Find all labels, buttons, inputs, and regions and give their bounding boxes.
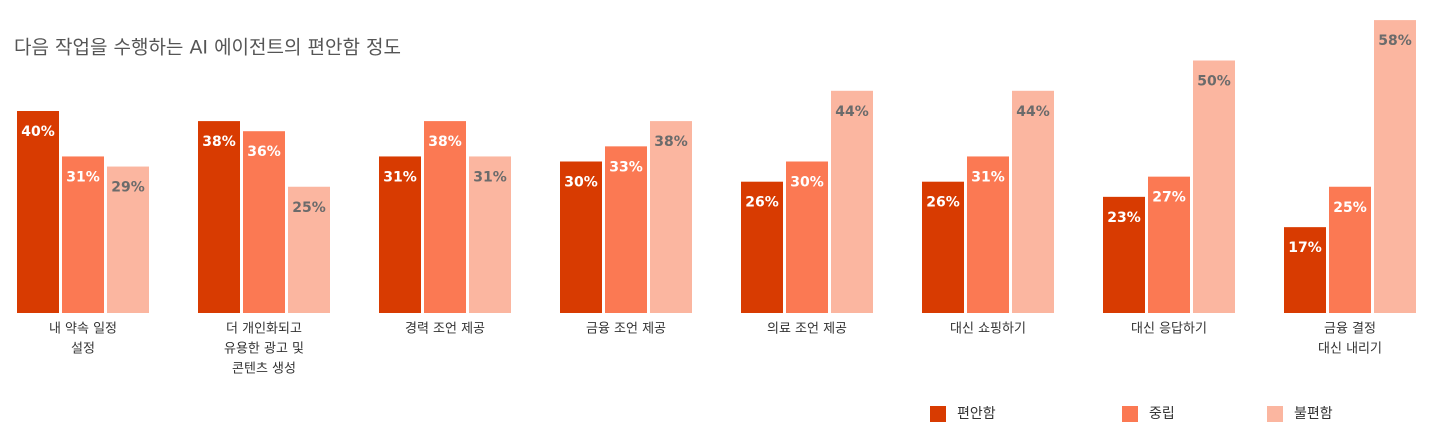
- bar: [560, 161, 602, 313]
- x-tick-label: 설정: [71, 342, 95, 357]
- value-label: 44%: [835, 104, 869, 120]
- value-label: 27%: [1152, 190, 1186, 206]
- value-label: 30%: [790, 175, 824, 191]
- value-label: 25%: [1333, 200, 1367, 216]
- x-tick-label: 경력 조언 제공: [405, 322, 485, 337]
- chart-title: 다음 작업을 수행하는 AI 에이전트의 편안함 정도: [14, 37, 401, 59]
- x-tick-label: 금융 조언 제공: [586, 322, 666, 337]
- bar: [62, 156, 104, 313]
- legend-label: 불편함: [1294, 406, 1333, 422]
- bar: [1148, 176, 1190, 313]
- value-label: 36%: [247, 144, 281, 160]
- value-label: 38%: [428, 134, 462, 150]
- bar: [1193, 60, 1235, 313]
- value-label: 26%: [745, 195, 779, 211]
- bar: [922, 181, 964, 313]
- value-label: 33%: [609, 159, 643, 175]
- value-label: 23%: [1107, 210, 1141, 226]
- bar: [1103, 196, 1145, 313]
- bar: [424, 121, 466, 313]
- bar: [1374, 20, 1416, 313]
- legend-swatch: [1122, 406, 1138, 422]
- x-tick-label: 유용한 광고 및: [224, 342, 304, 357]
- bar: [741, 181, 783, 313]
- x-tick-label: 금융 결정: [1324, 322, 1376, 337]
- value-label: 31%: [383, 169, 417, 185]
- value-label: 44%: [1016, 104, 1050, 120]
- value-label: 31%: [971, 169, 1005, 185]
- bar: [469, 156, 511, 313]
- bar: [17, 111, 59, 313]
- value-label: 30%: [564, 175, 598, 191]
- bar: [831, 90, 873, 313]
- bar: [243, 131, 285, 313]
- bar: [107, 166, 149, 313]
- bar: [379, 156, 421, 313]
- x-tick-label: 더 개인화되고: [226, 322, 302, 337]
- bar: [786, 161, 828, 313]
- value-label: 38%: [202, 134, 236, 150]
- x-tick-label: 대신 내리기: [1318, 342, 1382, 357]
- x-tick-label: 콘텐츠 생성: [232, 362, 296, 377]
- value-label: 25%: [292, 200, 326, 216]
- x-tick-label: 의료 조언 제공: [767, 322, 847, 337]
- x-tick-label: 대신 응답하기: [1131, 322, 1207, 337]
- bar: [198, 121, 240, 313]
- x-tick-label: 내 약속 일정: [49, 322, 117, 337]
- bar: [1012, 90, 1054, 313]
- value-label: 40%: [21, 124, 55, 140]
- value-label: 31%: [473, 169, 507, 185]
- bar: [1284, 227, 1326, 313]
- value-label: 50%: [1197, 74, 1231, 90]
- value-label: 58%: [1378, 33, 1412, 49]
- legend-label: 중립: [1149, 406, 1175, 422]
- value-label: 31%: [66, 169, 100, 185]
- bar: [605, 146, 647, 313]
- x-tick-label: 대신 쇼핑하기: [950, 322, 1026, 337]
- bar: [288, 186, 330, 313]
- bar: [650, 121, 692, 313]
- value-label: 38%: [654, 134, 688, 150]
- bar: [967, 156, 1009, 313]
- legend-swatch: [930, 406, 946, 422]
- legend-label: 편안함: [957, 406, 996, 422]
- value-label: 17%: [1288, 240, 1322, 256]
- value-label: 29%: [111, 180, 145, 196]
- bar: [1329, 186, 1371, 313]
- value-label: 26%: [926, 195, 960, 211]
- legend-swatch: [1267, 406, 1283, 422]
